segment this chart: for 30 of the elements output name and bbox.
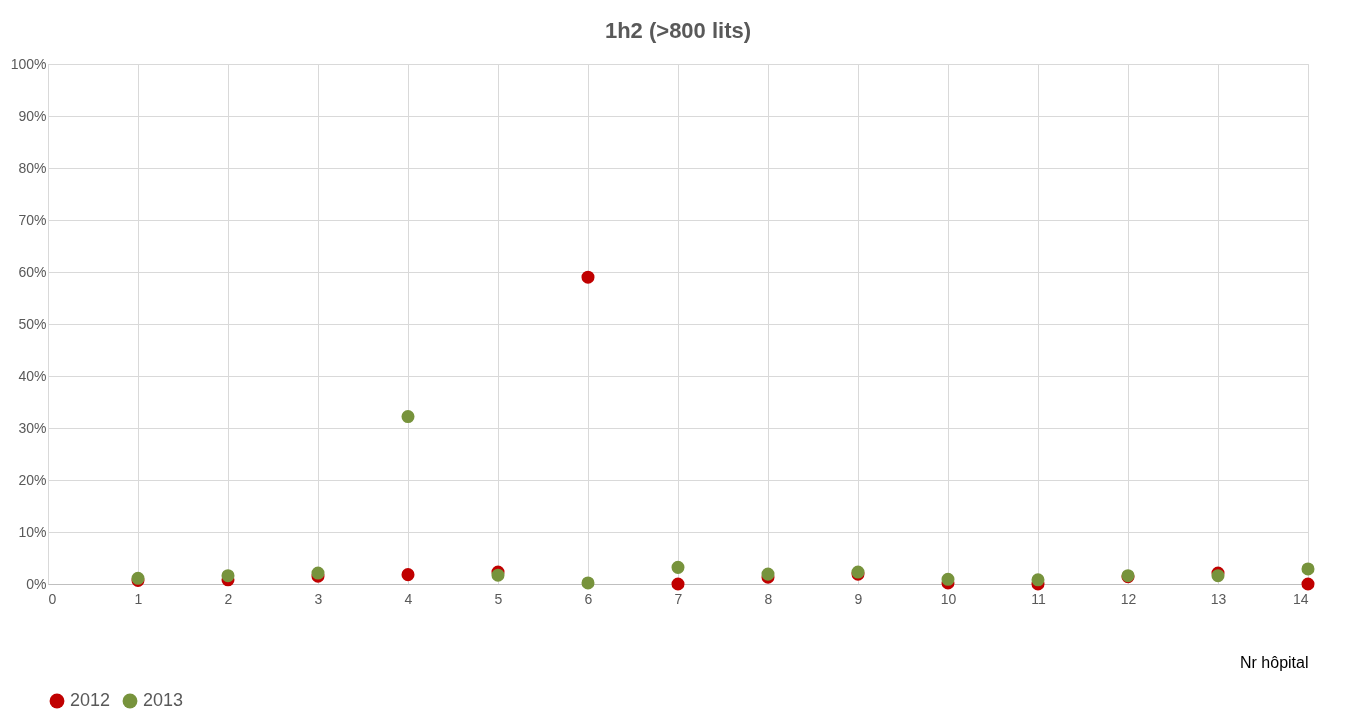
y-tick-label: 0%: [26, 575, 47, 592]
y-tick-label: 100%: [10, 55, 47, 72]
x-tick-label: 8: [764, 590, 773, 607]
y-tick-label: 50%: [18, 315, 47, 332]
x-tick-label: 13: [1210, 590, 1227, 607]
y-tick-label: 90%: [18, 107, 47, 124]
y-tick-label: 30%: [18, 419, 47, 436]
y-tick-label: 70%: [18, 211, 47, 228]
x-tick-label: 4: [404, 590, 413, 607]
y-tick-label: 40%: [18, 367, 47, 384]
x-tick-label: 3: [314, 590, 323, 607]
x-tick-label: 2: [224, 590, 233, 607]
y-tick-label: 10%: [18, 523, 47, 540]
x-tick-label: 9: [854, 590, 863, 607]
x-tick-label: 11: [1031, 590, 1046, 607]
x-tick-label: 1: [134, 590, 143, 607]
x-tick-label: 0: [48, 590, 57, 607]
y-tick-label: 20%: [18, 471, 47, 488]
y-tick-label: 60%: [18, 263, 47, 280]
x-tick-label: 10: [940, 590, 957, 607]
y-tick-label: 80%: [18, 159, 47, 176]
legend-label: 2012: [70, 690, 111, 710]
x-tick-label: 6: [584, 590, 593, 607]
x-tick-label: 14: [1292, 590, 1309, 607]
x-tick-label: 5: [494, 590, 503, 607]
chart-title: 1h2 (>800 lits): [604, 18, 752, 43]
legend-label: 2013: [143, 690, 184, 710]
x-tick-label: 12: [1120, 590, 1137, 607]
x-tick-label: 7: [674, 590, 683, 607]
x-axis-title: Nr hôpital: [1240, 653, 1309, 671]
